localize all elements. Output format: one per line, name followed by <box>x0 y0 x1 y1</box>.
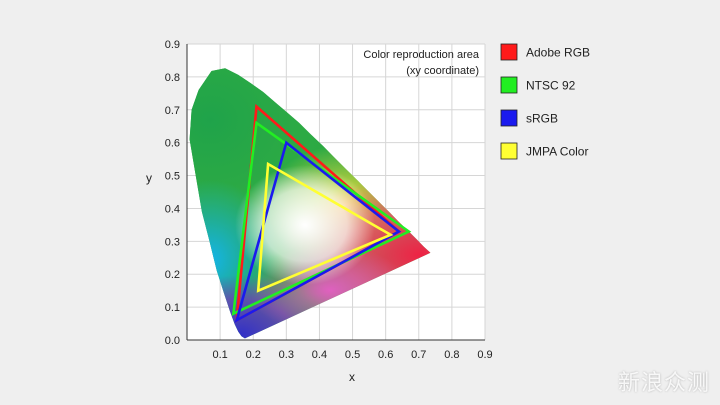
x-tick-label: 0.2 <box>246 349 261 361</box>
annotation-line-2: (xy coordinate) <box>406 65 479 77</box>
y-tick-label: 0.6 <box>165 138 180 150</box>
y-tick-label: 0.8 <box>165 72 180 84</box>
legend-label: Adobe RGB <box>526 46 590 60</box>
y-tick-label: 0.4 <box>165 203 180 215</box>
legend-swatch <box>500 142 518 160</box>
legend: Adobe RGB NTSC 92 sRGB JMPA Color <box>500 43 590 160</box>
x-axis-title: x <box>349 370 355 384</box>
y-tick-label: 0.2 <box>165 269 180 281</box>
x-tick-label: 0.9 <box>477 349 492 361</box>
legend-label: JMPA Color <box>526 145 588 159</box>
annotation-line-1: Color reproduction area <box>363 49 479 61</box>
y-tick-label: 0.9 <box>165 39 180 51</box>
legend-label: sRGB <box>526 112 558 126</box>
legend-swatch <box>500 76 518 94</box>
y-tick-label: 0.0 <box>165 335 180 347</box>
x-tick-label: 0.5 <box>345 349 360 361</box>
y-tick-label: 0.7 <box>165 105 180 117</box>
x-tick-label: 0.6 <box>378 349 393 361</box>
x-tick-label: 0.7 <box>411 349 426 361</box>
x-tick-label: 0.4 <box>312 349 327 361</box>
gamut-triangles <box>231 103 412 323</box>
x-tick-label: 0.1 <box>212 349 227 361</box>
legend-label: NTSC 92 <box>526 79 576 93</box>
y-tick-label: 0.3 <box>165 236 180 248</box>
legend-swatch <box>500 43 518 61</box>
watermark-logo: 新浪众测 <box>617 371 710 396</box>
gamut-jmpa-color <box>256 161 394 293</box>
legend-swatch <box>500 109 518 127</box>
gamut-srgb <box>234 140 402 323</box>
y-tick-label: 0.5 <box>165 171 180 183</box>
x-tick-label: 0.3 <box>279 349 294 361</box>
y-tick-label: 0.1 <box>165 302 180 314</box>
y-axis-title: y <box>146 171 152 185</box>
gamut-ntsc-92 <box>231 120 412 316</box>
axes: 0.0 0.1 0.2 0.3 0.4 0.5 0.6 0.7 0.8 0.9 0.1 0.2 0.3 0… <box>165 39 493 361</box>
x-tick-label: 0.8 <box>444 349 459 361</box>
